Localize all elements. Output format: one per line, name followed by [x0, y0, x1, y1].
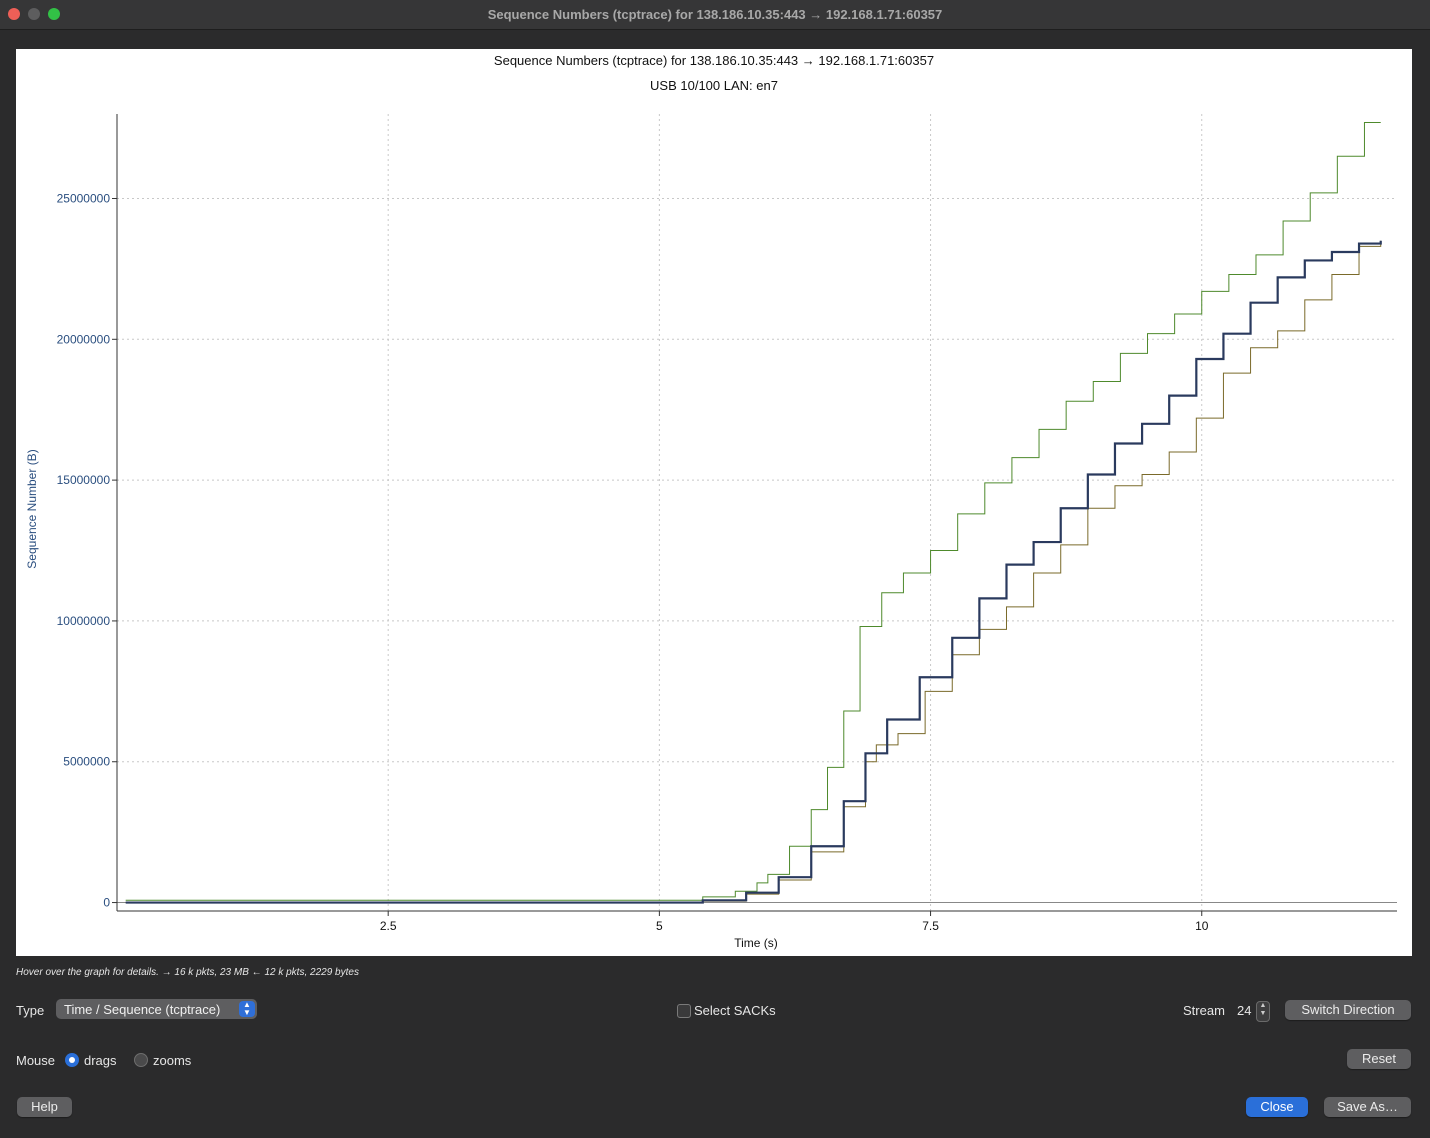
x-tick-label: 10	[1195, 919, 1209, 933]
hover-hint: Hover over the graph for details. → 16 k…	[16, 967, 359, 978]
y-tick-label: 0	[103, 896, 110, 910]
y-axis-label: Sequence Number (B)	[25, 449, 39, 569]
stream-label: Stream	[1183, 1003, 1225, 1018]
chart-svg[interactable]: 2.5 5 7.5 10 0 5000000 10000000 15000000 2000000…	[16, 49, 1412, 956]
series-line-1	[125, 240, 1382, 904]
type-select-value: Time / Sequence (tcptrace)	[64, 1002, 221, 1017]
type-label: Type	[16, 1003, 45, 1018]
graph-area[interactable]: Sequence Numbers (tcptrace) for 138.186.…	[16, 49, 1412, 956]
window-title: Sequence Numbers (tcptrace) for 138.186.…	[487, 7, 943, 22]
select-sacks-checkbox[interactable]	[677, 1004, 691, 1018]
zoom-window-icon[interactable]	[48, 8, 60, 20]
y-tick-label: 25000000	[57, 191, 111, 205]
save-as-button[interactable]: Save As…	[1324, 1097, 1411, 1117]
series-line-2	[125, 240, 1382, 904]
stream-stepper[interactable]: ▲ ▼	[1256, 1001, 1270, 1022]
mouse-label: Mouse	[16, 1053, 56, 1068]
switch-direction-button[interactable]: Switch Direction	[1285, 1000, 1411, 1020]
drags-radio[interactable]	[65, 1053, 79, 1067]
y-tick-label: 5000000	[63, 755, 110, 769]
series-line-0	[125, 121, 1381, 901]
help-button[interactable]: Help	[17, 1097, 72, 1117]
title-bar: Sequence Numbers (tcptrace) for 138.186.…	[0, 0, 1430, 30]
plot-title: Sequence Numbers (tcptrace) for 138.186.…	[493, 53, 935, 68]
select-sacks-label[interactable]: Select SACKs	[694, 1003, 776, 1018]
zooms-radio[interactable]	[134, 1053, 148, 1067]
drags-label[interactable]: drags	[84, 1053, 117, 1068]
type-select[interactable]: Time / Sequence (tcptrace) ▲ ▼	[56, 999, 257, 1019]
x-tick-label: 5	[656, 919, 663, 933]
y-tick-label: 20000000	[57, 332, 111, 346]
x-axis-label: Time (s)	[734, 936, 778, 950]
x-tick-label: 7.5	[922, 919, 939, 933]
minimize-window-icon[interactable]	[28, 8, 40, 20]
x-tick-label: 2.5	[380, 919, 397, 933]
zooms-label[interactable]: zooms	[153, 1053, 192, 1068]
close-window-icon[interactable]	[8, 8, 20, 20]
y-tick-label: 10000000	[57, 614, 111, 628]
close-button[interactable]: Close	[1246, 1097, 1308, 1117]
updown-chevron-icon: ▲ ▼	[239, 1001, 255, 1017]
y-tick-label: 15000000	[57, 473, 111, 487]
reset-button[interactable]: Reset	[1347, 1049, 1411, 1069]
plot-subtitle: USB 10/100 LAN: en7	[650, 78, 778, 93]
stream-value[interactable]: 24	[1237, 1003, 1252, 1018]
